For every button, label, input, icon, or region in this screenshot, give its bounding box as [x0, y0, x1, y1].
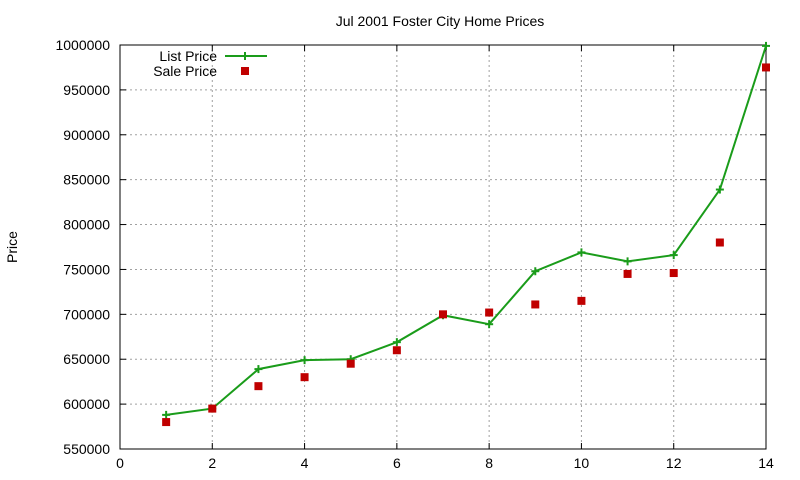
data-point [531, 300, 540, 309]
x-tick-label: 8 [485, 455, 493, 471]
y-tick-label: 750000 [63, 261, 110, 277]
x-tick-label: 10 [574, 455, 590, 471]
data-point [577, 296, 586, 305]
grid [120, 45, 766, 449]
data-point [669, 251, 678, 260]
y-tick-label: 950000 [63, 82, 110, 98]
series-list-price [162, 41, 770, 419]
legend-cross-swatch [241, 52, 249, 60]
data-point [254, 365, 263, 374]
axes [119, 44, 767, 450]
chart-title: Jul 2001 Foster City Home Prices [336, 13, 545, 29]
data-point [623, 269, 632, 278]
y-tick-label: 700000 [63, 306, 110, 322]
x-tick-label: 4 [301, 455, 309, 471]
data-point [485, 308, 494, 317]
tick-labels: 0 2 4 6 8 10 12 14 550000 600000 650000 700000 75000… [55, 37, 774, 471]
y-tick-label: 650000 [63, 351, 110, 367]
data-point [623, 257, 632, 266]
x-tick-label: 2 [208, 455, 216, 471]
y-tick-label: 800000 [63, 217, 110, 233]
data-point [762, 41, 770, 50]
legend-square-swatch [241, 67, 249, 75]
x-tick-label: 0 [116, 455, 124, 471]
data-point [715, 185, 724, 194]
data-point [762, 63, 770, 72]
data-point [162, 418, 171, 427]
data-point [669, 269, 678, 278]
data-point [162, 410, 171, 419]
data-point [392, 338, 401, 347]
data-point [439, 310, 447, 319]
legend-label: List Price [159, 48, 217, 64]
x-tick-label: 6 [393, 455, 401, 471]
y-tick-label: 600000 [63, 396, 110, 412]
series [162, 41, 770, 427]
plot-border [119, 44, 767, 450]
data-point [346, 359, 355, 368]
data-point [208, 404, 217, 413]
y-tick-label: 550000 [63, 441, 110, 457]
series-sale-price [162, 63, 770, 427]
data-point [577, 248, 586, 257]
data-point [300, 373, 309, 382]
data-point [715, 238, 724, 247]
y-axis-label: Price [4, 231, 20, 263]
data-point [392, 346, 401, 355]
data-point [254, 382, 263, 391]
data-point [531, 267, 540, 276]
y-tick-label: 900000 [63, 127, 110, 143]
y-tick-label: 850000 [63, 172, 110, 188]
data-point [300, 356, 309, 365]
y-tick-label: 1000000 [55, 37, 110, 53]
x-tick-label: 12 [666, 455, 682, 471]
data-point [485, 320, 494, 329]
series-line [166, 45, 767, 416]
legend-label: Sale Price [153, 63, 217, 79]
x-tick-label: 14 [758, 455, 774, 471]
